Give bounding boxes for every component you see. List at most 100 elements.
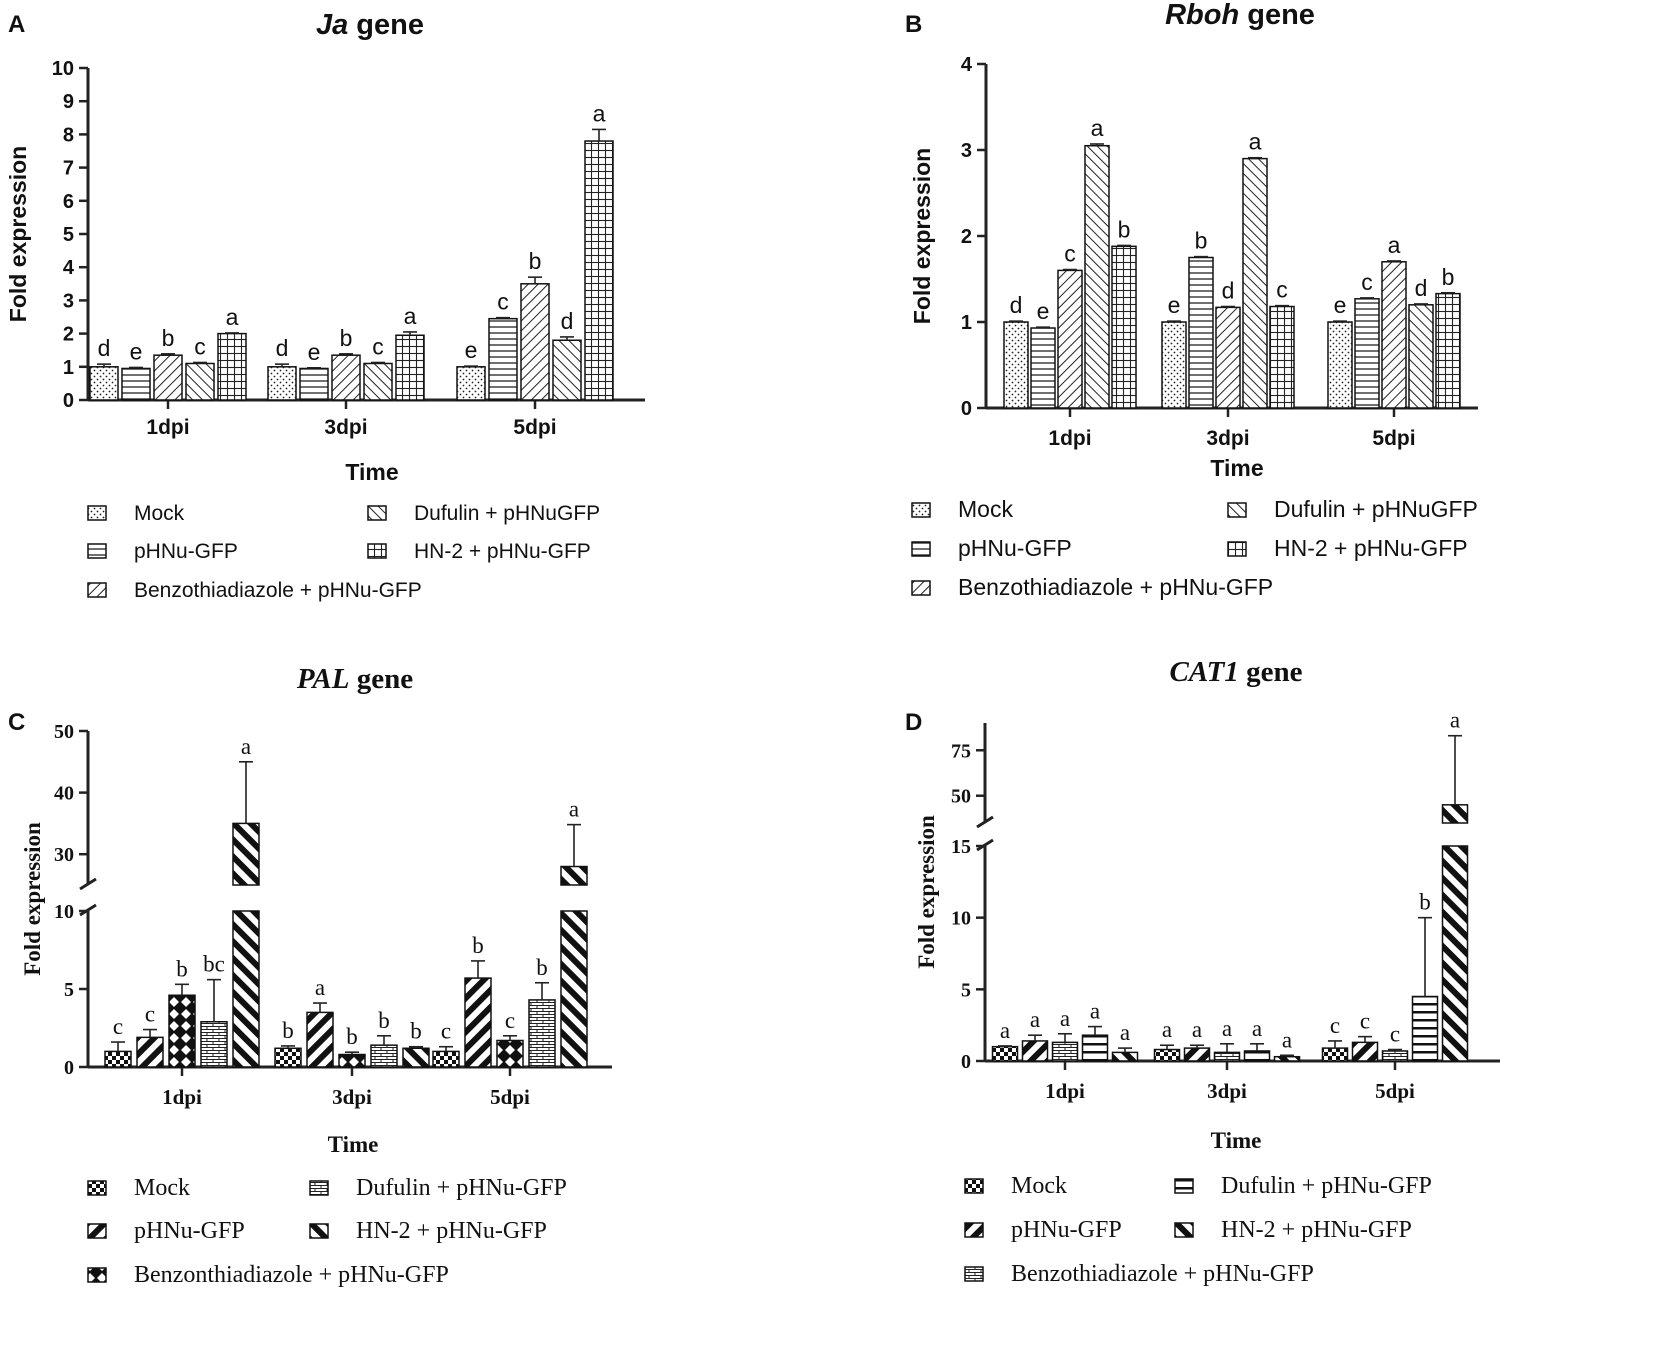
panel-a-bar-benzothiadiazole-phnu-gfp-5dpi bbox=[520, 283, 550, 401]
panel-c-significance-letter: a bbox=[569, 797, 579, 822]
panel-c-bar-phnu-gfp-3dpi bbox=[306, 1011, 334, 1068]
panel-b-x-tick-label: 5dpi bbox=[1372, 427, 1415, 450]
panel-b-significance-letter: b bbox=[1442, 264, 1455, 290]
panel-d-y-tick-label: 15 bbox=[951, 836, 971, 858]
panel-b-bar-benzothiadiazole-phnu-gfp-5dpi bbox=[1381, 261, 1407, 409]
panel-c-bar-hn-2-phnu-gfp-3dpi bbox=[402, 1047, 430, 1068]
panel-b-significance-letter: c bbox=[1064, 241, 1076, 267]
panel-b-bar-hn-2-phnu-gfp-3dpi bbox=[1269, 305, 1295, 409]
panel-c-significance-letter: b bbox=[346, 1024, 358, 1049]
panel-d-bar-hn-2-phnu-gfp-3dpi bbox=[1273, 1055, 1301, 1062]
panel-d-y-tick-label: 75 bbox=[951, 740, 971, 762]
panel-a-y-tick-label: 6 bbox=[63, 191, 74, 213]
panel-c-legend-swatch-hn-2-phnu-gfp bbox=[309, 1223, 329, 1239]
panel-a-x-axis-label: Time bbox=[345, 459, 398, 485]
panel-b-legend-swatch-phnu-gfp bbox=[911, 541, 931, 557]
panel-a-title: Ja gene bbox=[316, 9, 424, 41]
panel-b-legend-label-dufulin-phnugfp: Dufulin + pHNuGFP bbox=[1274, 496, 1478, 522]
panel-b-y-tick-label: 2 bbox=[961, 226, 972, 248]
panel-d-significance-letter: a bbox=[1120, 1020, 1130, 1045]
panel-a-y-tick-label: 7 bbox=[63, 158, 74, 180]
panel-b-significance-letter: c bbox=[1361, 269, 1373, 295]
panel-d-bar-benzothiadiazole-phnu-gfp-5dpi bbox=[1381, 1050, 1409, 1062]
panel-a-legend-label-dufulin-phnugfp: Dufulin + pHNuGFP bbox=[414, 502, 600, 525]
panel-c-significance-letter: b bbox=[282, 1018, 294, 1043]
panel-c-x-tick-label: 3dpi bbox=[332, 1085, 372, 1109]
panel-d-bar-benzothiadiazole-phnu-gfp-3dpi bbox=[1213, 1051, 1241, 1062]
panel-b-y-tick-label: 3 bbox=[961, 140, 972, 162]
panel-b-x-axis-label: Time bbox=[1210, 455, 1263, 481]
panel-c-bar-benzonthiadiazole-phnu-gfp-1dpi bbox=[168, 994, 196, 1068]
panel-a-legend-label-hn-2-phnu-gfp: HN-2 + pHNu-GFP bbox=[414, 540, 591, 563]
panel-d-significance-letter: a bbox=[1000, 1018, 1010, 1043]
panel-a-bar-benzothiadiazole-phnu-gfp-1dpi bbox=[153, 354, 183, 401]
panel-b-bar-mock-1dpi bbox=[1003, 321, 1029, 409]
panel-c-axis-break-mark bbox=[79, 877, 97, 891]
panel-c-x-tick-label: 5dpi bbox=[490, 1085, 530, 1109]
panel-c-bar-hn-2-phnu-gfp-5dpi-upper bbox=[560, 865, 588, 886]
panel-d-bar-hn-2-phnu-gfp-1dpi bbox=[1111, 1051, 1139, 1062]
panel-b-bar-phnu-gfp-3dpi bbox=[1188, 256, 1214, 409]
panel-b-bar-benzothiadiazole-phnu-gfp-1dpi bbox=[1057, 269, 1083, 409]
panel-a-bar-mock-1dpi bbox=[89, 366, 119, 401]
panel-c-significance-letter: b bbox=[410, 1019, 422, 1044]
panel-letter-b: B bbox=[905, 11, 922, 38]
panel-c-bar-mock-5dpi bbox=[432, 1050, 460, 1068]
panel-a-bar-phnu-gfp-5dpi bbox=[488, 317, 518, 401]
panel-c-bar-dufulin-phnu-gfp-3dpi bbox=[370, 1044, 398, 1068]
panel-a-significance-letter: d bbox=[561, 308, 574, 334]
panel-b-legend-label-benzothiadiazole-phnu-gfp: Benzothiadiazole + pHNu-GFP bbox=[958, 574, 1273, 600]
panel-b-bar-benzothiadiazole-phnu-gfp-3dpi bbox=[1215, 306, 1241, 409]
panel-a-significance-letter: d bbox=[98, 335, 111, 361]
panel-a-significance-letter: b bbox=[340, 325, 353, 351]
panel-b-significance-letter: d bbox=[1010, 292, 1023, 318]
panel-a-significance-letter: c bbox=[497, 289, 509, 315]
panel-a-significance-letter: b bbox=[529, 248, 542, 274]
panel-c-x-axis-label: Time bbox=[328, 1132, 379, 1157]
panel-d-x-tick-label: 5dpi bbox=[1375, 1079, 1415, 1103]
panel-c-significance-letter: c bbox=[113, 1014, 123, 1039]
panel-b-significance-letter: a bbox=[1388, 232, 1401, 258]
panel-d-y-tick-label: 10 bbox=[951, 908, 971, 930]
panel-a-significance-letter: c bbox=[194, 333, 206, 359]
panel-b-bar-mock-3dpi bbox=[1161, 321, 1187, 409]
panel-d-legend-swatch-benzothiadiazole-phnu-gfp bbox=[964, 1266, 984, 1282]
panel-b-significance-letter: d bbox=[1222, 278, 1235, 304]
panel-d-y-tick-label: 50 bbox=[951, 786, 971, 808]
panel-d-bar-hn-2-phnu-gfp-5dpi-upper bbox=[1441, 804, 1469, 824]
panel-c-legend-swatch-benzonthiadiazole-phnu-gfp bbox=[87, 1267, 107, 1283]
panel-b-x-tick-label: 3dpi bbox=[1206, 427, 1249, 450]
panel-d-significance-letter: a bbox=[1222, 1016, 1232, 1041]
panel-c-significance-letter: b bbox=[472, 933, 484, 958]
panel-d-significance-letter: c bbox=[1390, 1022, 1400, 1047]
panel-b-bar-hn-2-phnu-gfp-1dpi bbox=[1111, 245, 1137, 409]
panel-d-legend-swatch-hn-2-phnu-gfp bbox=[1174, 1222, 1194, 1238]
panel-d-legend-label-hn-2-phnu-gfp: HN-2 + pHNu-GFP bbox=[1221, 1217, 1412, 1243]
panel-a-significance-letter: e bbox=[465, 337, 478, 363]
panel-b-significance-letter: e bbox=[1168, 292, 1181, 318]
panel-c-significance-letter: c bbox=[145, 1002, 155, 1027]
panel-letter-c: C bbox=[8, 709, 25, 736]
panel-d-title: CAT1 gene bbox=[1170, 656, 1303, 688]
panel-c-legend-swatch-dufulin-phnu-gfp bbox=[309, 1180, 329, 1196]
panel-c-bar-hn-2-phnu-gfp-1dpi bbox=[232, 910, 260, 1068]
panel-c-bar-phnu-gfp-1dpi bbox=[136, 1036, 164, 1068]
panel-d-legend-swatch-mock bbox=[964, 1178, 984, 1194]
panel-c-y-tick-label: 50 bbox=[54, 721, 74, 743]
panel-c-significance-letter: b bbox=[176, 956, 188, 981]
panel-b-legend-label-mock: Mock bbox=[958, 496, 1013, 522]
panel-a-y-axis-label: Fold expression bbox=[5, 146, 31, 322]
panel-letter-a: A bbox=[8, 11, 25, 38]
panel-d-bar-dufulin-phnu-gfp-1dpi bbox=[1081, 1034, 1109, 1062]
panel-a-y-tick-label: 3 bbox=[63, 290, 74, 312]
panel-d-significance-letter: c bbox=[1360, 1009, 1370, 1034]
panel-d-y-tick-label: 0 bbox=[961, 1051, 971, 1073]
panel-c-significance-letter: c bbox=[505, 1008, 515, 1033]
panel-a-significance-letter: e bbox=[130, 338, 143, 364]
panel-a-legend-swatch-mock bbox=[87, 505, 107, 521]
panel-b-legend-label-phnu-gfp: pHNu-GFP bbox=[958, 535, 1072, 561]
panel-c-significance-letter: a bbox=[241, 734, 251, 759]
panel-b-legend-swatch-benzothiadiazole-phnu-gfp bbox=[911, 580, 931, 596]
panel-d-legend-label-mock: Mock bbox=[1011, 1173, 1067, 1199]
